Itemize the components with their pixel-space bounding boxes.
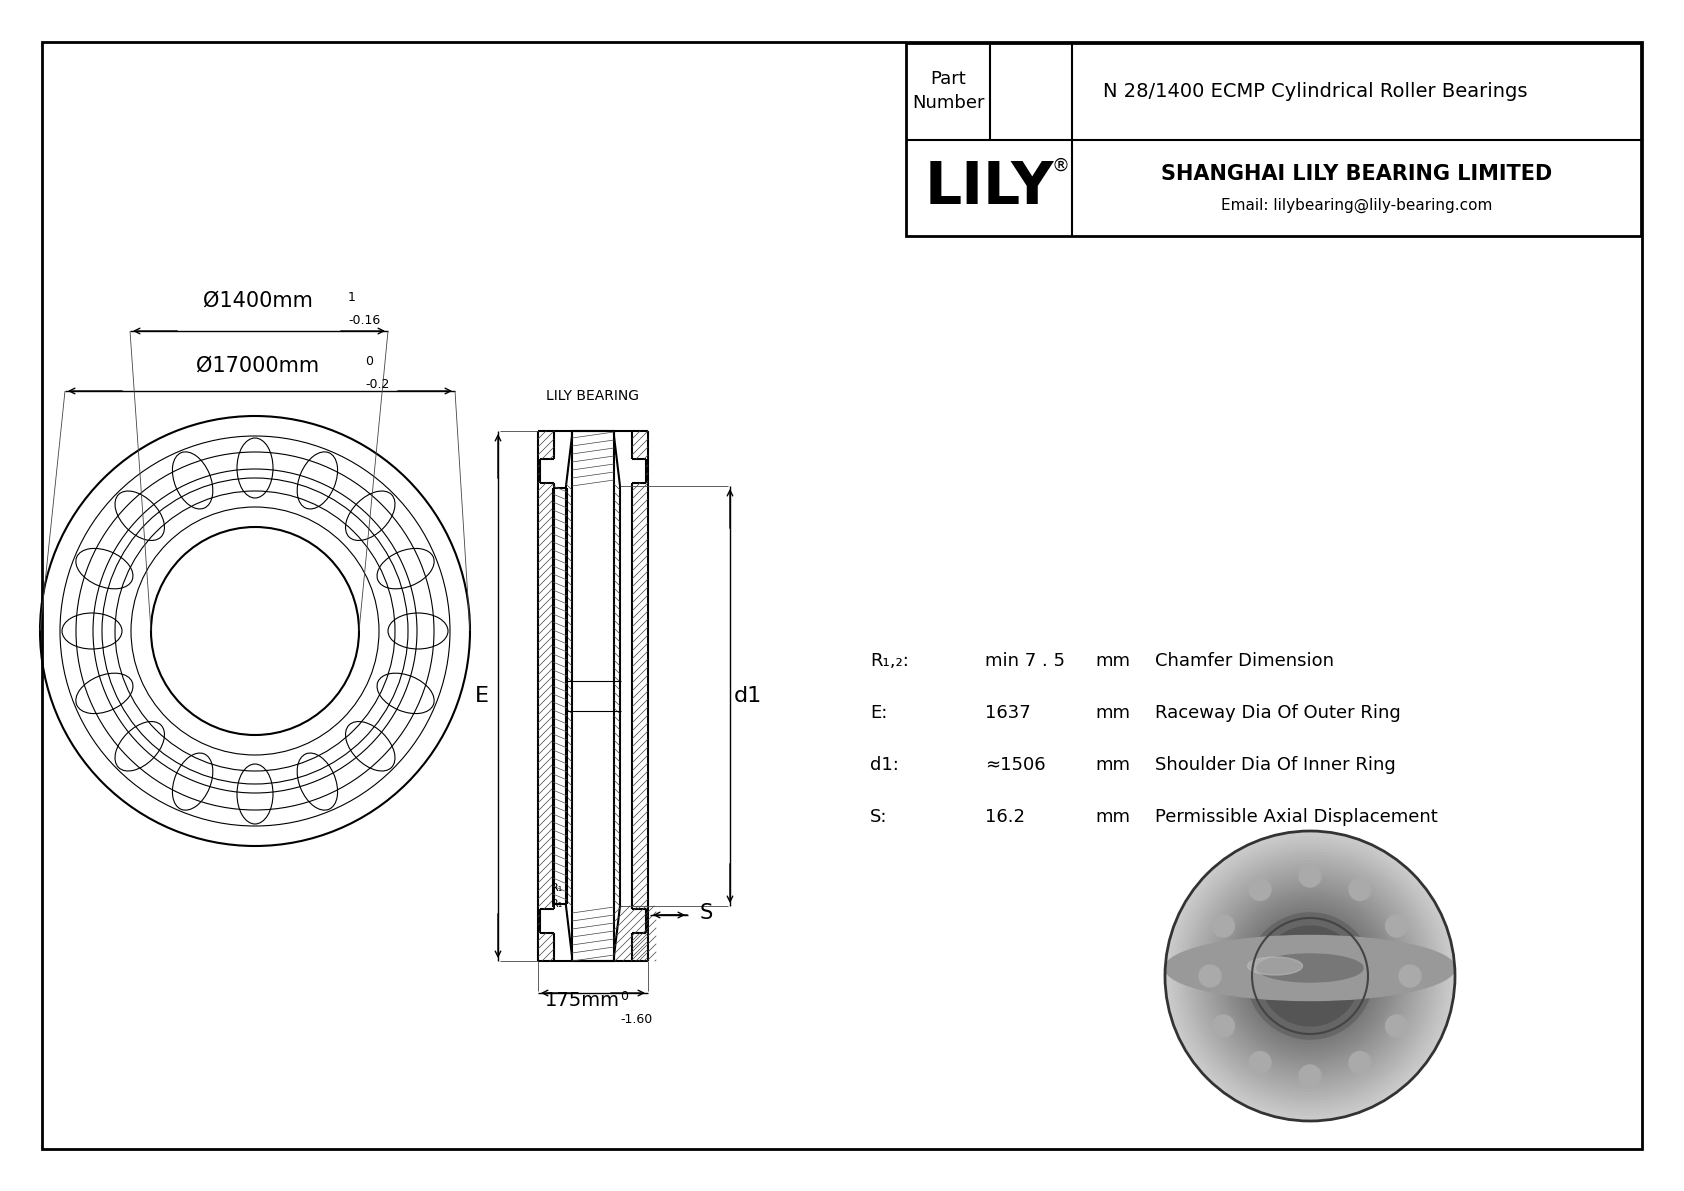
Text: E:: E:: [871, 704, 887, 722]
Circle shape: [1170, 837, 1448, 1115]
Circle shape: [1211, 877, 1410, 1075]
Text: LILY BEARING: LILY BEARING: [546, 389, 638, 403]
Text: d1:: d1:: [871, 756, 899, 774]
Circle shape: [1197, 863, 1421, 1089]
Circle shape: [1180, 846, 1440, 1106]
Circle shape: [1186, 852, 1435, 1100]
Circle shape: [1182, 849, 1436, 1103]
Circle shape: [1169, 834, 1452, 1118]
Text: ®: ®: [1051, 157, 1069, 175]
Text: SHANGHAI LILY BEARING LIMITED: SHANGHAI LILY BEARING LIMITED: [1160, 163, 1553, 183]
Ellipse shape: [1298, 1065, 1320, 1087]
Circle shape: [1212, 879, 1408, 1073]
Circle shape: [1223, 888, 1398, 1064]
Text: mm: mm: [1095, 756, 1130, 774]
Circle shape: [1251, 918, 1367, 1034]
Text: Ø1400mm: Ø1400mm: [204, 291, 313, 311]
Text: S:: S:: [871, 807, 887, 827]
Text: N 28/1400 ECMP Cylindrical Roller Bearings: N 28/1400 ECMP Cylindrical Roller Bearin…: [1103, 82, 1527, 101]
Text: -0.2: -0.2: [365, 378, 389, 391]
Text: -1.60: -1.60: [620, 1014, 652, 1025]
Ellipse shape: [1386, 1015, 1408, 1037]
Ellipse shape: [1248, 958, 1302, 975]
Text: 175mm: 175mm: [544, 991, 620, 1010]
Ellipse shape: [1399, 965, 1421, 987]
Ellipse shape: [1250, 879, 1271, 900]
Circle shape: [1201, 867, 1420, 1085]
Ellipse shape: [1212, 915, 1234, 937]
Ellipse shape: [1386, 915, 1408, 937]
Ellipse shape: [1256, 954, 1362, 983]
Ellipse shape: [1349, 879, 1371, 900]
Text: 1: 1: [349, 291, 355, 304]
Circle shape: [1239, 906, 1379, 1046]
Circle shape: [1250, 915, 1371, 1037]
Text: Chamfer Dimension: Chamfer Dimension: [1155, 651, 1334, 671]
Text: Email: lilybearing@lily-bearing.com: Email: lilybearing@lily-bearing.com: [1221, 198, 1492, 213]
Text: 0: 0: [620, 990, 628, 1003]
Ellipse shape: [1165, 935, 1455, 1000]
Text: E: E: [475, 686, 488, 706]
Ellipse shape: [1298, 865, 1320, 887]
Text: min 7 . 5: min 7 . 5: [985, 651, 1064, 671]
Text: mm: mm: [1095, 704, 1130, 722]
Text: S: S: [701, 903, 714, 923]
Circle shape: [1216, 883, 1404, 1070]
Text: 0: 0: [365, 355, 372, 368]
Text: Permissible Axial Displacement: Permissible Axial Displacement: [1155, 807, 1438, 827]
Text: mm: mm: [1095, 807, 1130, 827]
Ellipse shape: [1349, 1052, 1371, 1073]
Ellipse shape: [1250, 1052, 1271, 1073]
Text: R₁: R₁: [551, 883, 562, 893]
Text: R₁,₂:: R₁,₂:: [871, 651, 909, 671]
Text: -0.16: -0.16: [349, 314, 381, 328]
Circle shape: [1238, 903, 1383, 1049]
Circle shape: [1165, 831, 1455, 1121]
Text: Part
Number: Part Number: [911, 70, 983, 112]
Text: 16.2: 16.2: [985, 807, 1026, 827]
Circle shape: [1228, 894, 1393, 1058]
Circle shape: [1207, 873, 1413, 1079]
Circle shape: [1196, 861, 1425, 1091]
Text: mm: mm: [1095, 651, 1130, 671]
Circle shape: [1224, 891, 1394, 1061]
Text: ≈1506: ≈1506: [985, 756, 1046, 774]
Circle shape: [1219, 885, 1401, 1067]
Circle shape: [1189, 855, 1431, 1097]
Ellipse shape: [1212, 1015, 1234, 1037]
Circle shape: [1174, 840, 1447, 1112]
Text: Shoulder Dia Of Inner Ring: Shoulder Dia Of Inner Ring: [1155, 756, 1396, 774]
Circle shape: [1260, 925, 1361, 1025]
Text: LILY: LILY: [925, 160, 1054, 217]
Circle shape: [1234, 900, 1386, 1052]
Circle shape: [1243, 909, 1378, 1043]
Circle shape: [1177, 843, 1443, 1109]
Circle shape: [1231, 897, 1389, 1055]
Ellipse shape: [1199, 965, 1221, 987]
Text: Raceway Dia Of Outer Ring: Raceway Dia Of Outer Ring: [1155, 704, 1401, 722]
Circle shape: [1204, 869, 1416, 1081]
Text: Ø17000mm: Ø17000mm: [197, 356, 320, 376]
Circle shape: [1246, 912, 1374, 1040]
Text: d1: d1: [734, 686, 763, 706]
Circle shape: [1192, 858, 1428, 1095]
Text: 1637: 1637: [985, 704, 1031, 722]
Text: R₁: R₁: [551, 899, 562, 909]
